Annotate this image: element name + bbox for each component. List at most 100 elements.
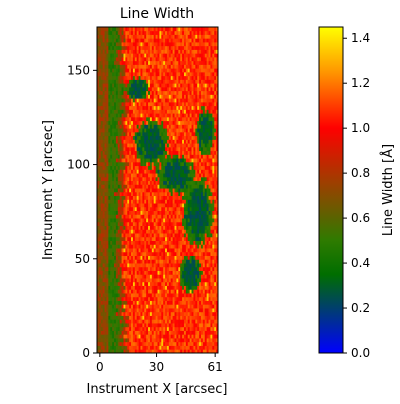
heatmap-cell (106, 176, 109, 182)
heatmap-cell (97, 259, 100, 264)
heatmap-cell (189, 341, 192, 346)
heatmap-cell (149, 79, 153, 84)
heatmap-cell (159, 236, 162, 241)
heatmap-cell (104, 150, 107, 155)
heatmap-cell (176, 64, 179, 69)
heatmap-cell (163, 188, 166, 193)
heatmap-cell (153, 319, 157, 324)
heatmap-cell (174, 210, 177, 215)
heatmap-cell (166, 143, 170, 148)
heatmap-cell (187, 101, 191, 107)
heatmap-cell (155, 289, 158, 294)
heatmap-cell (165, 266, 168, 271)
heatmap-cell (140, 169, 143, 174)
heatmap-cell (202, 274, 206, 279)
heatmap-cell (127, 296, 130, 301)
heatmap-cell (157, 139, 160, 144)
heatmap-cell (112, 98, 115, 103)
heatmap-cell (115, 330, 119, 335)
heatmap-cell (197, 71, 200, 77)
heatmap-cell (114, 270, 117, 275)
heatmap-cell (191, 195, 194, 200)
heatmap-cell (142, 255, 145, 260)
heatmap-cell (208, 154, 211, 159)
heatmap-cell (142, 143, 145, 148)
heatmap-cell (202, 263, 206, 268)
heatmap-cell (121, 68, 124, 73)
heatmap-cell (163, 218, 166, 223)
heatmap-cell (144, 90, 147, 95)
heatmap-cell (140, 289, 143, 294)
heatmap-cell (191, 60, 194, 65)
heatmap-cell (168, 158, 172, 163)
heatmap-cell (125, 124, 128, 129)
heatmap-cell (189, 105, 192, 110)
heatmap-cell (149, 233, 153, 238)
heatmap-cell (157, 338, 160, 343)
heatmap-cell (98, 146, 102, 152)
heatmap-cell (191, 289, 194, 294)
heatmap-cell (146, 68, 149, 73)
heatmap-cell (102, 154, 105, 159)
heatmap-cell (161, 94, 164, 99)
heatmap-cell (165, 270, 168, 275)
heatmap-cell (163, 161, 166, 167)
heatmap-cell (144, 338, 147, 343)
heatmap-cell (112, 105, 115, 110)
heatmap-cell (148, 236, 151, 241)
heatmap-cell (195, 169, 198, 174)
heatmap-cell (132, 244, 136, 249)
heatmap-cell (210, 120, 213, 125)
heatmap-cell (97, 334, 100, 339)
heatmap-cell (98, 101, 102, 107)
heatmap-cell (193, 334, 196, 339)
heatmap-cell (151, 263, 155, 268)
heatmap-cell (185, 341, 189, 346)
heatmap-cell (106, 225, 109, 230)
heatmap-cell (174, 143, 177, 148)
heatmap-cell (185, 105, 189, 110)
heatmap-cell (153, 83, 157, 88)
heatmap-cell (136, 255, 139, 260)
heatmap-cell (114, 120, 117, 125)
heatmap-cell (172, 94, 175, 99)
heatmap-cell (180, 161, 183, 167)
heatmap-cell (199, 128, 202, 133)
heatmap-cell (125, 251, 128, 256)
heatmap-cell (98, 218, 102, 223)
heatmap-cell (193, 278, 196, 283)
heatmap-cell (212, 86, 215, 92)
heatmap-cell (183, 214, 187, 219)
heatmap-cell (102, 120, 105, 125)
heatmap-cell (200, 304, 204, 309)
heatmap-cell (119, 86, 122, 92)
heatmap-cell (142, 323, 145, 328)
heatmap-cell (191, 68, 194, 73)
heatmap-cell (182, 233, 185, 238)
heatmap-cell (208, 176, 211, 182)
heatmap-cell (134, 304, 138, 309)
heatmap-cell (131, 300, 134, 305)
heatmap-cell (97, 56, 100, 62)
heatmap-cell (212, 154, 215, 159)
heatmap-cell (178, 154, 181, 159)
heatmap-cell (199, 109, 202, 114)
heatmap-cell (131, 71, 134, 77)
heatmap-cell (155, 60, 158, 65)
heatmap-cell (142, 304, 145, 309)
heatmap-cell (195, 206, 198, 212)
heatmap-cell (168, 248, 172, 253)
heatmap-cell (174, 236, 177, 241)
heatmap-cell (146, 90, 149, 95)
heatmap-cell (202, 255, 206, 260)
heatmap-cell (182, 64, 185, 69)
heatmap-cell (165, 180, 168, 185)
heatmap-cell (180, 319, 183, 324)
heatmap-cell (212, 289, 215, 294)
heatmap-cell (157, 214, 160, 219)
heatmap-cell (174, 345, 177, 350)
heatmap-cell (157, 281, 160, 286)
heatmap-cell (210, 116, 213, 122)
heatmap-cell (149, 146, 153, 152)
heatmap-cell (165, 203, 168, 208)
